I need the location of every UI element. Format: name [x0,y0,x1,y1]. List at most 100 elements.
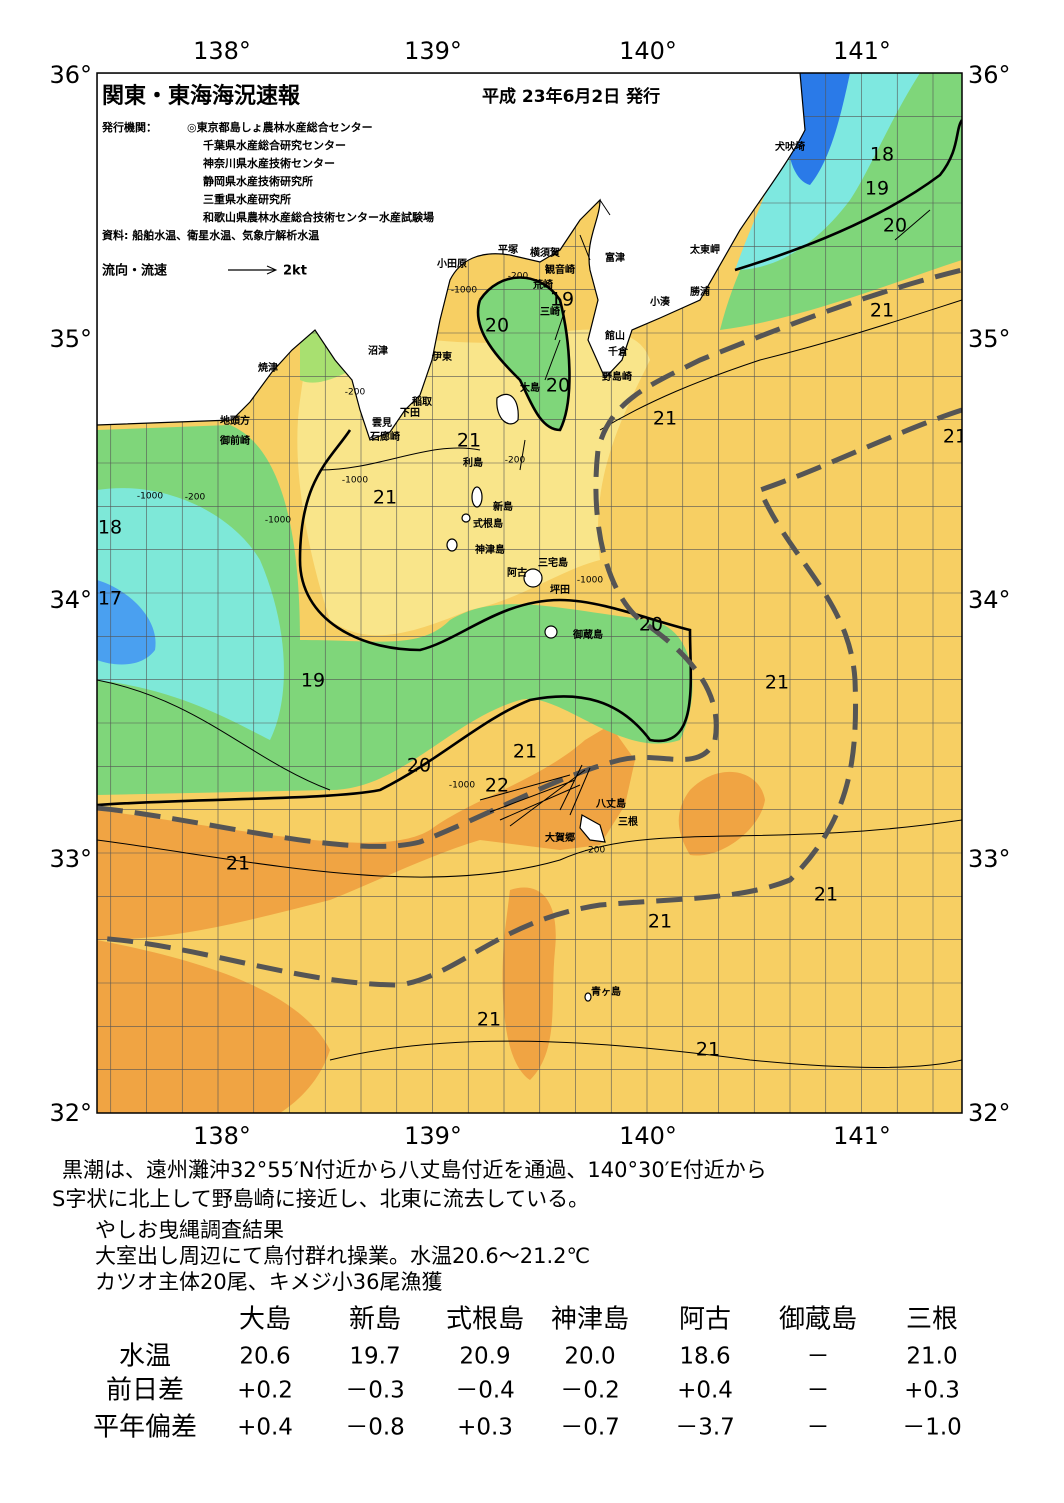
place-name: 勝浦 [690,285,710,298]
isotherm-label: 21 [870,300,894,322]
table-header: 式根島 [446,1305,524,1335]
isotherm-label: 21 [696,1039,720,1061]
issuer-label: 発行機関： [101,120,157,134]
lat-label: 36° [49,61,92,89]
place-name: 館山 [604,329,625,342]
note-line: 大室出し周辺にて鳥付群れ操業。水温20.6～21.2℃ [95,1244,590,1268]
table-cell: 20.9 [459,1344,510,1370]
isotherm-label: 20 [407,755,431,777]
lat-label: 32° [968,1099,1011,1127]
place-name: 観音崎 [545,263,575,276]
summary-line: 黒潮は、遠州灘沖32°55′N付近から八丈島付近を通過、140°30′E付近から [62,1158,767,1182]
table-cell: －0.7 [560,1415,620,1441]
table-cell: 20.6 [239,1344,290,1370]
place-name: 雲見 [372,417,392,429]
issuer: 静岡県水産技術研究所 [203,174,313,188]
place-name: 式根島 [473,517,503,530]
table-cell: +0.4 [237,1415,293,1441]
row-label: 平年偏差 [93,1413,197,1443]
land [97,73,806,441]
legend-label: 流向・流速 [102,263,167,279]
kuroshio-axis [97,267,962,988]
isotherm-label: 20 [639,614,663,636]
depth-label: -1000 [451,286,477,296]
place-name: 平塚 [498,243,518,256]
place-name: 稲取 [412,395,433,408]
place-name: 沼津 [368,344,388,357]
place-name: 荒崎 [532,278,553,291]
table-cell: 18.6 [679,1344,730,1370]
current-arrows [479,199,931,827]
table-cell: 19.7 [349,1344,400,1370]
place-name: 三根 [618,815,638,828]
isotherm-label: 21 [477,1009,501,1031]
table-header: 三根 [906,1305,958,1335]
place-name: 大賀郷 [545,831,575,844]
place-name: 焼津 [258,361,278,374]
table-cell: +0.3 [457,1415,513,1441]
isotherm-label: 18 [870,144,894,166]
place-name: 野島崎 [602,370,632,383]
lat-label: 34° [968,586,1011,614]
isotherm-label: 21 [814,884,838,906]
lon-label: 139° [404,37,462,65]
isotherm-label: 21 [653,408,677,430]
lat-label: 33° [49,845,92,873]
sea-cold [97,488,284,740]
place-name: 八丈島 [595,797,626,810]
place-name: 下田 [400,407,420,419]
sea-hot [678,771,765,856]
summary-line: S字状に北上して野島崎に接近し、北東に流去している。 [52,1187,589,1211]
place-name: 青ヶ島 [591,985,621,998]
table-header: 大島 [239,1305,291,1335]
lon-label: 138° [193,37,251,65]
place-name: 大島 [520,381,540,394]
row-label: 前日差 [106,1376,184,1406]
note-line: やしお曳縄調査結果 [95,1218,284,1242]
lat-label: 33° [968,845,1011,873]
sea-cool [478,277,570,430]
map-frame [96,72,963,1114]
sea-cold [735,73,920,270]
table-cell: +0.2 [237,1378,293,1404]
place-name: 伊東 [431,350,452,363]
graticule [97,73,962,1113]
place-name: 富津 [605,251,625,264]
place-name: 利島 [463,456,483,469]
isotherm-label: 20 [546,375,570,397]
issuer: 和歌山県農林水産総合技術センター水産試験場 [203,210,434,224]
lon-label: 140° [619,37,677,65]
place-name: 三崎 [540,305,560,318]
isotherm-label: 21 [513,741,537,763]
place-name: 新島 [493,500,513,513]
lat-label: 35° [49,325,92,353]
isotherm-label: 21 [373,487,397,509]
isotherm-label: 21 [457,430,481,452]
table-cell: +0.3 [904,1378,960,1404]
depth-label: -200 [585,846,606,856]
sea-hot [97,725,635,940]
legend-arrow-head [266,265,278,275]
isotherm-label: 18 [98,517,122,539]
table-header: 阿古 [679,1305,731,1335]
sources: 資料: 船舶水温、衛星水温、気象庁解析水温 [102,228,319,242]
lon-label: 138° [193,1122,251,1150]
place-name: 三宅島 [538,556,568,569]
map-title: 関東・東海海況速報 [102,83,301,109]
issue-date: 平成 23年6月2日 発行 [482,86,660,107]
lon-label: 141° [833,37,891,65]
depth-label: -1000 [449,781,475,791]
table-cell: － [807,1344,830,1370]
islands [446,393,606,1002]
lat-label: 35° [968,325,1011,353]
lon-label: 141° [833,1122,891,1150]
place-name: 坪田 [550,583,570,596]
lon-label: 139° [404,1122,462,1150]
isotherm-label: 20 [883,215,907,237]
table-cell: － [807,1415,830,1441]
lat-label: 34° [49,586,92,614]
isotherm-label: 20 [485,315,509,337]
place-name: 太東岬 [689,243,720,256]
isotherm-label: 21 [648,911,672,933]
